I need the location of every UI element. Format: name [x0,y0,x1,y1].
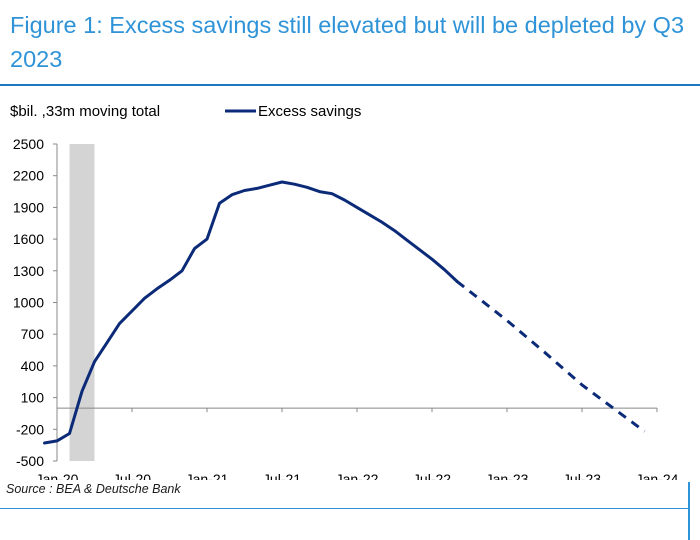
y-tick-label: 1300 [13,263,44,279]
x-tick-label: Jul-22 [413,471,451,480]
title-divider [0,84,700,86]
series-line-projection [456,280,646,433]
x-tick-label: Jul-20 [113,471,151,480]
y-tick-label: -500 [16,453,44,469]
x-tick-label: Jul-23 [563,471,601,480]
y-tick-label: 400 [21,358,45,374]
y-tick-label: -200 [16,421,44,437]
source-note: Source : BEA & Deutsche Bank [6,482,181,496]
y-tick-label: 1600 [13,231,44,247]
y-tick-label: 100 [21,390,45,406]
x-tick-label: Jan-23 [486,471,529,480]
x-tick-label: Jan-21 [186,471,229,480]
y-axis-label: $bil. ,33m moving total [10,103,161,120]
x-tick-label: Jan-20 [36,471,79,480]
series-line-excess-savings [43,180,459,445]
recession-shading [69,144,95,461]
y-tick-label: 700 [21,326,45,342]
y-tick-label: 2200 [13,168,44,184]
figure-title: Figure 1: Excess savings still elevated … [10,12,685,72]
y-tick-label: 1900 [13,199,44,215]
footer-divider [0,508,688,509]
x-tick-label: Jan-22 [336,471,379,480]
x-tick-label: Jul-21 [263,471,301,480]
x-tick-label: Jan-24 [636,471,679,480]
legend-label: Excess savings [258,103,361,120]
footer-side-rule [688,482,690,540]
y-tick-label: 1000 [13,295,44,311]
excess-savings-chart: 2500 2200 1900 1600 1300 1000 700 400 100 -200 -50… [13,103,679,480]
y-tick-label: 2500 [13,136,44,152]
